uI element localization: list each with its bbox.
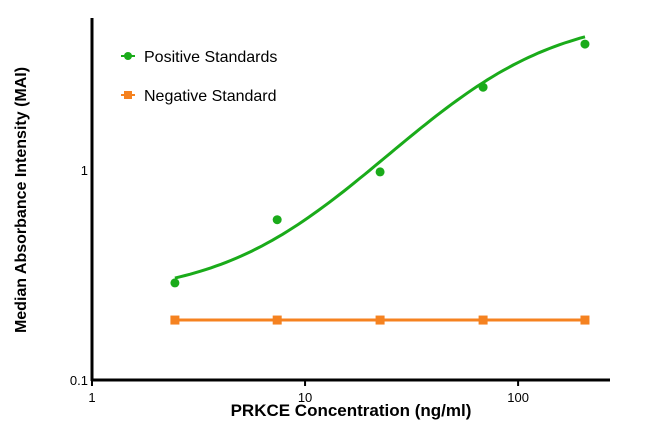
positive-point [580, 39, 590, 49]
negative-point [170, 315, 180, 325]
positive-point [170, 278, 180, 288]
y-tick-label: 1 [81, 163, 88, 178]
x-tick-label: 1 [88, 390, 95, 405]
x-axis-label: PRKCE Concentration (ng/ml) [231, 401, 472, 420]
positive-point [375, 167, 385, 177]
negative-point [478, 315, 488, 325]
x-tick-label: 100 [507, 390, 529, 405]
positive-fit-curve [174, 35, 586, 280]
negative-point [375, 315, 385, 325]
legend: Positive Standards Negative Standard [121, 49, 277, 105]
legend-label-positive: Positive Standards [144, 49, 277, 66]
x-tick-label: 10 [298, 390, 312, 405]
positive-point [478, 82, 488, 92]
negative-point [580, 315, 590, 325]
negative-point [272, 315, 282, 325]
y-tick-label: 0.1 [70, 373, 88, 388]
y-axis-label: Median Absorbance Intensity (MAI) [13, 67, 30, 333]
positive-point [272, 215, 282, 225]
legend-marker-negative [124, 91, 132, 99]
legend-label-negative: Negative Standard [144, 88, 277, 105]
